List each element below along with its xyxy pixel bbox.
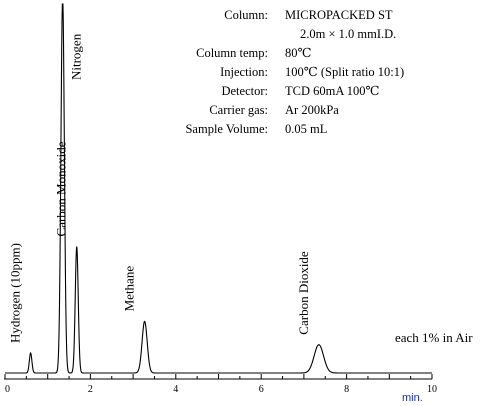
x-tick-label: 8 (344, 384, 349, 395)
detector-row: Detector: TCD 60mA 100℃ (150, 82, 490, 101)
column-row: Column: MICROPACKED ST (150, 6, 490, 25)
x-tick-label: 10 (427, 384, 437, 395)
peak-label: Carbon Dioxide (296, 251, 311, 335)
peak-label: Carbon Monoxide (54, 141, 69, 236)
column-temp-label: Column temp: (196, 46, 268, 60)
carrier-gas-value: Ar 200kPa (285, 103, 339, 117)
carrier-gas-label: Carrier gas: (209, 103, 268, 117)
x-tick-label: 6 (259, 384, 264, 395)
peak-label: Nitrogen (69, 33, 84, 80)
injection-row: Injection: 100℃ (Split ratio 10:1) (150, 63, 490, 82)
column-value: MICROPACKED ST (285, 8, 393, 22)
concentration-note: each 1% in Air (395, 330, 473, 345)
carrier-gas-row: Carrier gas: Ar 200kPa (150, 101, 490, 120)
peak-label: Methane (122, 266, 137, 312)
peak-labels: Hydrogen (10ppm) Nitrogen Carbon Monoxide M… (8, 33, 311, 343)
analysis-conditions: Column: MICROPACKED ST 2.0m × 1.0 mmI.D.… (150, 6, 490, 139)
column-dimensions-row: 2.0m × 1.0 mmI.D. (150, 25, 490, 44)
x-axis-tick-labels: 0 2 4 6 8 10 (5, 384, 437, 395)
x-axis-ticks (4, 374, 433, 379)
peak-label: Hydrogen (10ppm) (8, 243, 23, 343)
column-dimensions-value: 2.0m × 1.0 mmI.D. (300, 27, 397, 41)
sample-volume-row: Sample Volume: 0.05 mL (150, 120, 490, 139)
chromatogram-trace (5, 3, 432, 374)
x-tick-label: 0 (5, 384, 10, 395)
column-label: Column: (224, 8, 268, 22)
x-tick-label: 2 (88, 384, 93, 395)
column-temp-value: 80℃ (285, 46, 312, 60)
detector-value: TCD 60mA 100℃ (285, 84, 380, 98)
injection-value: 100℃ (Split ratio 10:1) (285, 65, 405, 79)
x-tick-label: 4 (173, 384, 178, 395)
detector-label: Detector: (221, 84, 268, 98)
column-temp-row: Column temp: 80℃ (150, 44, 490, 63)
sample-volume-label: Sample Volume: (185, 122, 268, 136)
injection-label: Injection: (220, 65, 268, 79)
sample-volume-value: 0.05 mL (285, 122, 328, 136)
x-axis-unit-label: min. (402, 392, 423, 404)
